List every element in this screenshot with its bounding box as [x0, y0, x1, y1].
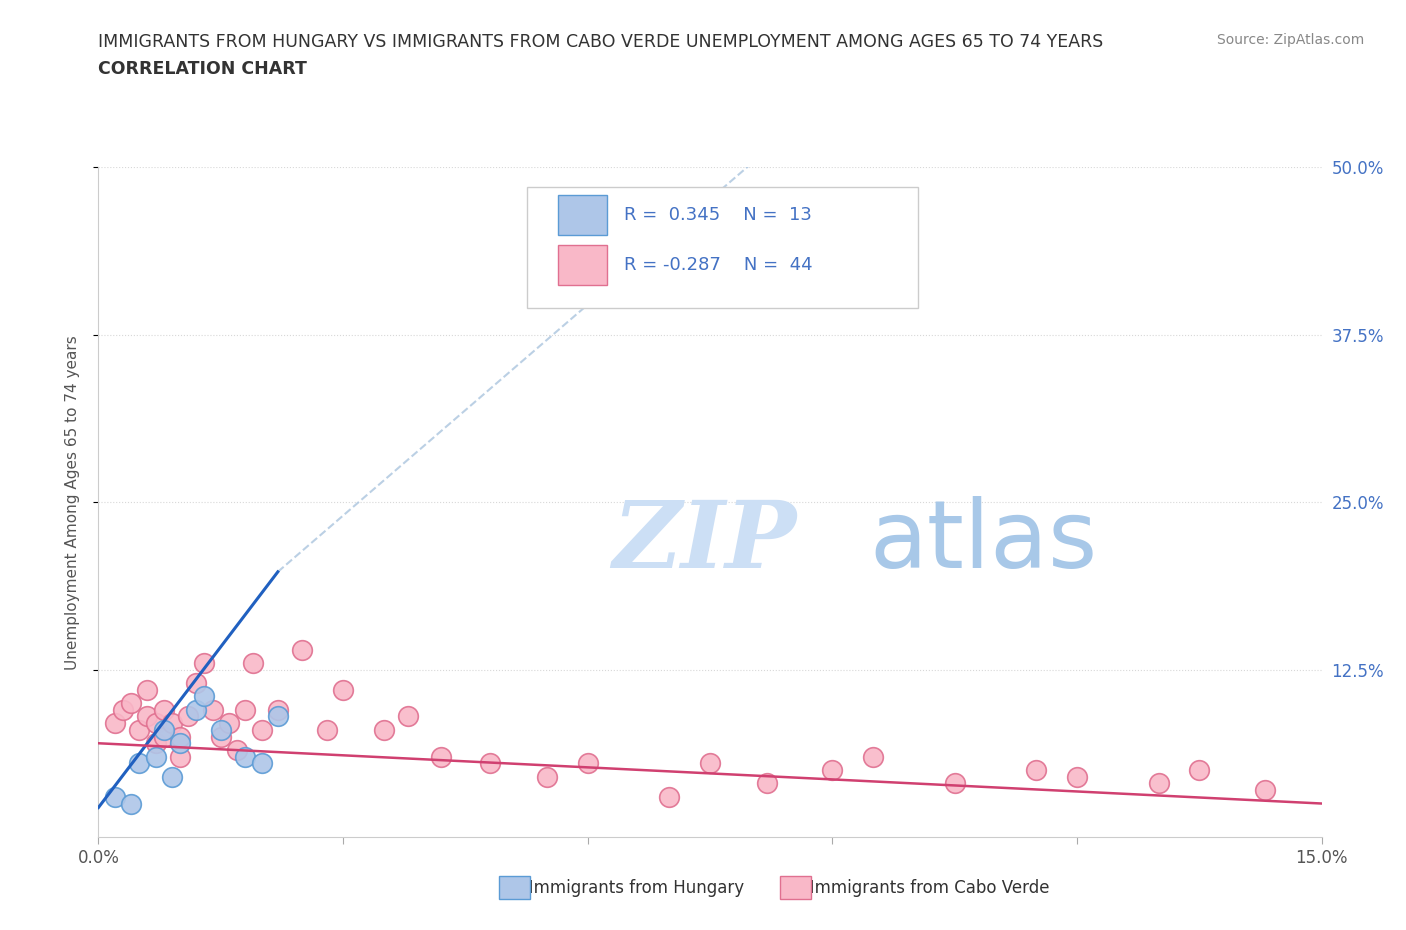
- Point: [120, 696, 142, 711]
- Point: [536, 769, 558, 784]
- Y-axis label: Unemployment Among Ages 65 to 74 years: Unemployment Among Ages 65 to 74 years: [65, 335, 80, 670]
- Point: [699, 756, 721, 771]
- Point: [145, 750, 167, 764]
- Bar: [558, 246, 607, 286]
- Point: [152, 702, 174, 717]
- Point: [193, 689, 215, 704]
- Point: [1253, 783, 1275, 798]
- Text: R = -0.287    N =  44: R = -0.287 N = 44: [624, 256, 813, 274]
- Point: [1025, 763, 1047, 777]
- Point: [136, 683, 159, 698]
- Point: [821, 763, 844, 777]
- Point: [152, 723, 174, 737]
- Text: Immigrants from Hungary: Immigrants from Hungary: [513, 879, 744, 897]
- Point: [104, 716, 127, 731]
- Point: [128, 723, 150, 737]
- Point: [373, 723, 395, 737]
- Text: atlas: atlas: [869, 497, 1097, 589]
- FancyBboxPatch shape: [526, 188, 918, 308]
- Point: [169, 736, 191, 751]
- Point: [756, 776, 779, 790]
- Point: [250, 756, 273, 771]
- Point: [169, 729, 191, 744]
- Text: Source: ZipAtlas.com: Source: ZipAtlas.com: [1216, 33, 1364, 46]
- Point: [128, 756, 150, 771]
- Point: [226, 742, 249, 757]
- Point: [576, 756, 599, 771]
- Point: [160, 769, 183, 784]
- Point: [1066, 769, 1088, 784]
- Point: [267, 709, 290, 724]
- Point: [169, 750, 191, 764]
- Text: IMMIGRANTS FROM HUNGARY VS IMMIGRANTS FROM CABO VERDE UNEMPLOYMENT AMONG AGES 65: IMMIGRANTS FROM HUNGARY VS IMMIGRANTS FR…: [98, 33, 1104, 50]
- Text: Immigrants from Cabo Verde: Immigrants from Cabo Verde: [794, 879, 1050, 897]
- Point: [209, 729, 232, 744]
- Point: [209, 723, 232, 737]
- Point: [193, 656, 215, 671]
- Point: [267, 702, 290, 717]
- Point: [145, 736, 167, 751]
- Point: [1147, 776, 1170, 790]
- Point: [250, 723, 273, 737]
- Point: [186, 675, 208, 690]
- Point: [1188, 763, 1211, 777]
- Text: CORRELATION CHART: CORRELATION CHART: [98, 60, 308, 78]
- Point: [218, 716, 240, 731]
- Point: [145, 716, 167, 731]
- Bar: [558, 194, 607, 235]
- Text: R =  0.345    N =  13: R = 0.345 N = 13: [624, 206, 813, 224]
- Point: [943, 776, 966, 790]
- Point: [478, 756, 501, 771]
- Point: [177, 709, 200, 724]
- Point: [111, 702, 134, 717]
- Point: [136, 709, 159, 724]
- Point: [233, 750, 256, 764]
- Point: [396, 709, 419, 724]
- Point: [332, 683, 354, 698]
- Point: [201, 702, 224, 717]
- Point: [430, 750, 453, 764]
- Point: [104, 790, 127, 804]
- Point: [233, 702, 256, 717]
- Text: ZIP: ZIP: [612, 498, 796, 588]
- Point: [160, 716, 183, 731]
- Point: [186, 702, 208, 717]
- Point: [291, 642, 314, 657]
- Point: [242, 656, 264, 671]
- Point: [862, 750, 884, 764]
- Point: [152, 729, 174, 744]
- Point: [658, 790, 681, 804]
- Point: [315, 723, 337, 737]
- Point: [120, 796, 142, 811]
